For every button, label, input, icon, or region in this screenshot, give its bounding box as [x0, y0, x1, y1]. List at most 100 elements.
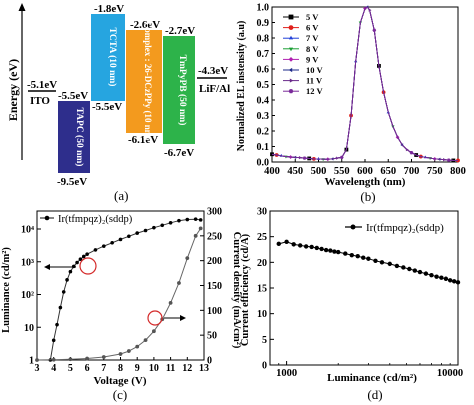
c-y2tick-label: 250: [207, 231, 222, 242]
c-y2tick-label: 300: [207, 207, 222, 218]
c-luminance-point: [135, 231, 139, 235]
b-legend-marker: [288, 67, 293, 73]
c-luminance-point: [78, 257, 83, 261]
c-current-point: [135, 344, 140, 349]
c-xtick-label: 4: [51, 363, 56, 374]
b-ytick-label: 0.8: [257, 34, 270, 45]
c-luminance-point: [75, 260, 79, 265]
panel-d-frame: [269, 210, 459, 366]
panel-c-y2ticks: 0 50 100 150 200 250 300: [200, 207, 222, 367]
b-ytick-label: 0.0: [257, 158, 270, 169]
panel-c-legend-label: Ir(tfmpqz)₂(sddp): [58, 214, 133, 225]
tapc-lumo-value: -9.5eV: [57, 176, 87, 188]
d-efficiency-point: [443, 276, 449, 281]
b-xtick-label: 600: [357, 166, 373, 177]
d-efficiency-point: [332, 249, 337, 254]
b-series-line: [271, 6, 458, 161]
b-point: [270, 152, 274, 157]
b-point: [372, 28, 377, 32]
d-efficiency-point: [314, 245, 319, 251]
c-luminance-point: [185, 217, 190, 222]
b-series-line: [271, 6, 458, 161]
b-xtick-label: 450: [287, 166, 303, 177]
b-series-line: [271, 6, 458, 161]
b-ytick-label: 0.2: [257, 127, 270, 138]
c-luminance-point: [127, 234, 131, 239]
d-ytick-label: 0: [262, 361, 267, 372]
tcta-bar: [91, 14, 125, 101]
c-xtick-label: 13: [199, 363, 209, 374]
d-xtick-label: 1000: [276, 368, 297, 379]
c-current-point: [126, 349, 131, 353]
b-xtick-label: 800: [450, 166, 466, 177]
b-series-line: [271, 6, 458, 161]
b-ytick-label: 0.4: [257, 96, 270, 107]
current-highlight-circle: [147, 310, 163, 326]
panel-c-legend-marker: [44, 215, 50, 221]
panel-c-frame: [36, 210, 205, 361]
panel-d-ylabel: Current efficiency (cd/A): [240, 233, 251, 346]
b-series-line: [271, 6, 458, 161]
c-current-point: [118, 352, 123, 356]
tmpypb-label: TmPyPB (50 nm): [177, 55, 188, 126]
lifal-label: LiF/Al: [199, 83, 230, 95]
c-ytick-label: 10²: [21, 290, 34, 301]
tmpypb-bar: [163, 36, 195, 144]
c-ytick-label: 10: [24, 323, 34, 334]
d-efficiency-point: [451, 279, 457, 284]
c-luminance-point: [58, 305, 63, 310]
b-series-line: [271, 6, 458, 161]
c-luminance-point: [68, 269, 73, 274]
c-xtick-label: 8: [118, 363, 123, 374]
c-xtick-label: 12: [182, 363, 192, 374]
b-ytick-label: 0.5: [257, 80, 270, 91]
c-luminance-point: [160, 223, 165, 228]
b-point: [339, 155, 344, 159]
c-luminance-point: [61, 290, 66, 294]
d-efficiency-point: [429, 272, 434, 278]
b-legend-marker: [288, 35, 294, 40]
b-legend-label: 5 V: [306, 12, 319, 22]
b-xtick-label: 550: [334, 166, 350, 177]
b-legend-label: 12 V: [306, 86, 323, 96]
c-ytick-label: 10⁴: [21, 225, 34, 236]
d-efficiency-point: [355, 253, 360, 259]
tcta-lumo-value: -1.8eV: [94, 3, 124, 15]
d-ytick-label: 10: [257, 309, 267, 320]
b-legend-marker: [288, 47, 294, 52]
d-ytick-label: 25: [257, 232, 267, 243]
b-xtick-label: 700: [404, 166, 420, 177]
c-luminance-point: [65, 278, 69, 282]
b-legend-marker: [288, 14, 294, 20]
c-y2tick-label: 150: [207, 281, 222, 292]
c-xtick-label: 3: [35, 363, 40, 374]
d-efficiency-point: [366, 256, 371, 261]
d-ytick-label: 5: [262, 335, 267, 346]
d-efficiency-point: [387, 261, 392, 267]
b-ytick-label: 0.9: [257, 18, 270, 29]
d-efficiency-point: [439, 275, 444, 280]
tapc-homo-value: -5.5eV: [58, 90, 88, 102]
tapc-label: TAPC (50 nm): [74, 108, 85, 167]
b-series-line: [271, 6, 458, 161]
d-efficiency-point: [447, 278, 453, 283]
c-current-point: [143, 338, 148, 343]
b-legend-label: 8 V: [306, 44, 319, 54]
c-luminance-point: [198, 218, 203, 222]
panel-c-label: (c): [113, 387, 127, 402]
c-ytick-label: 10³: [21, 257, 34, 268]
tcta-homo-value: -5.5eV: [92, 101, 122, 113]
d-efficiency-point: [343, 251, 348, 256]
d-efficiency-point: [303, 244, 309, 249]
d-efficiency-point: [407, 266, 412, 272]
c-luminance-point: [81, 254, 86, 259]
b-xtick-label: 500: [311, 166, 327, 177]
d-efficiency-point: [336, 249, 341, 255]
d-efficiency-point: [394, 263, 400, 269]
panel-d: 0 5 10 15 20 25 30 1000 10000 Ir(tfmpqz)₂(sddp)…: [240, 207, 463, 403]
b-legend-marker: [289, 78, 294, 83]
panel-b: 0.0 0.1 0.2 0.3 0.4 0.5 0.6 0.7 0.8 0.9 1.0 400 450…: [236, 3, 466, 205]
d-efficiency-point: [417, 269, 423, 275]
c-luminance-point: [93, 248, 98, 252]
